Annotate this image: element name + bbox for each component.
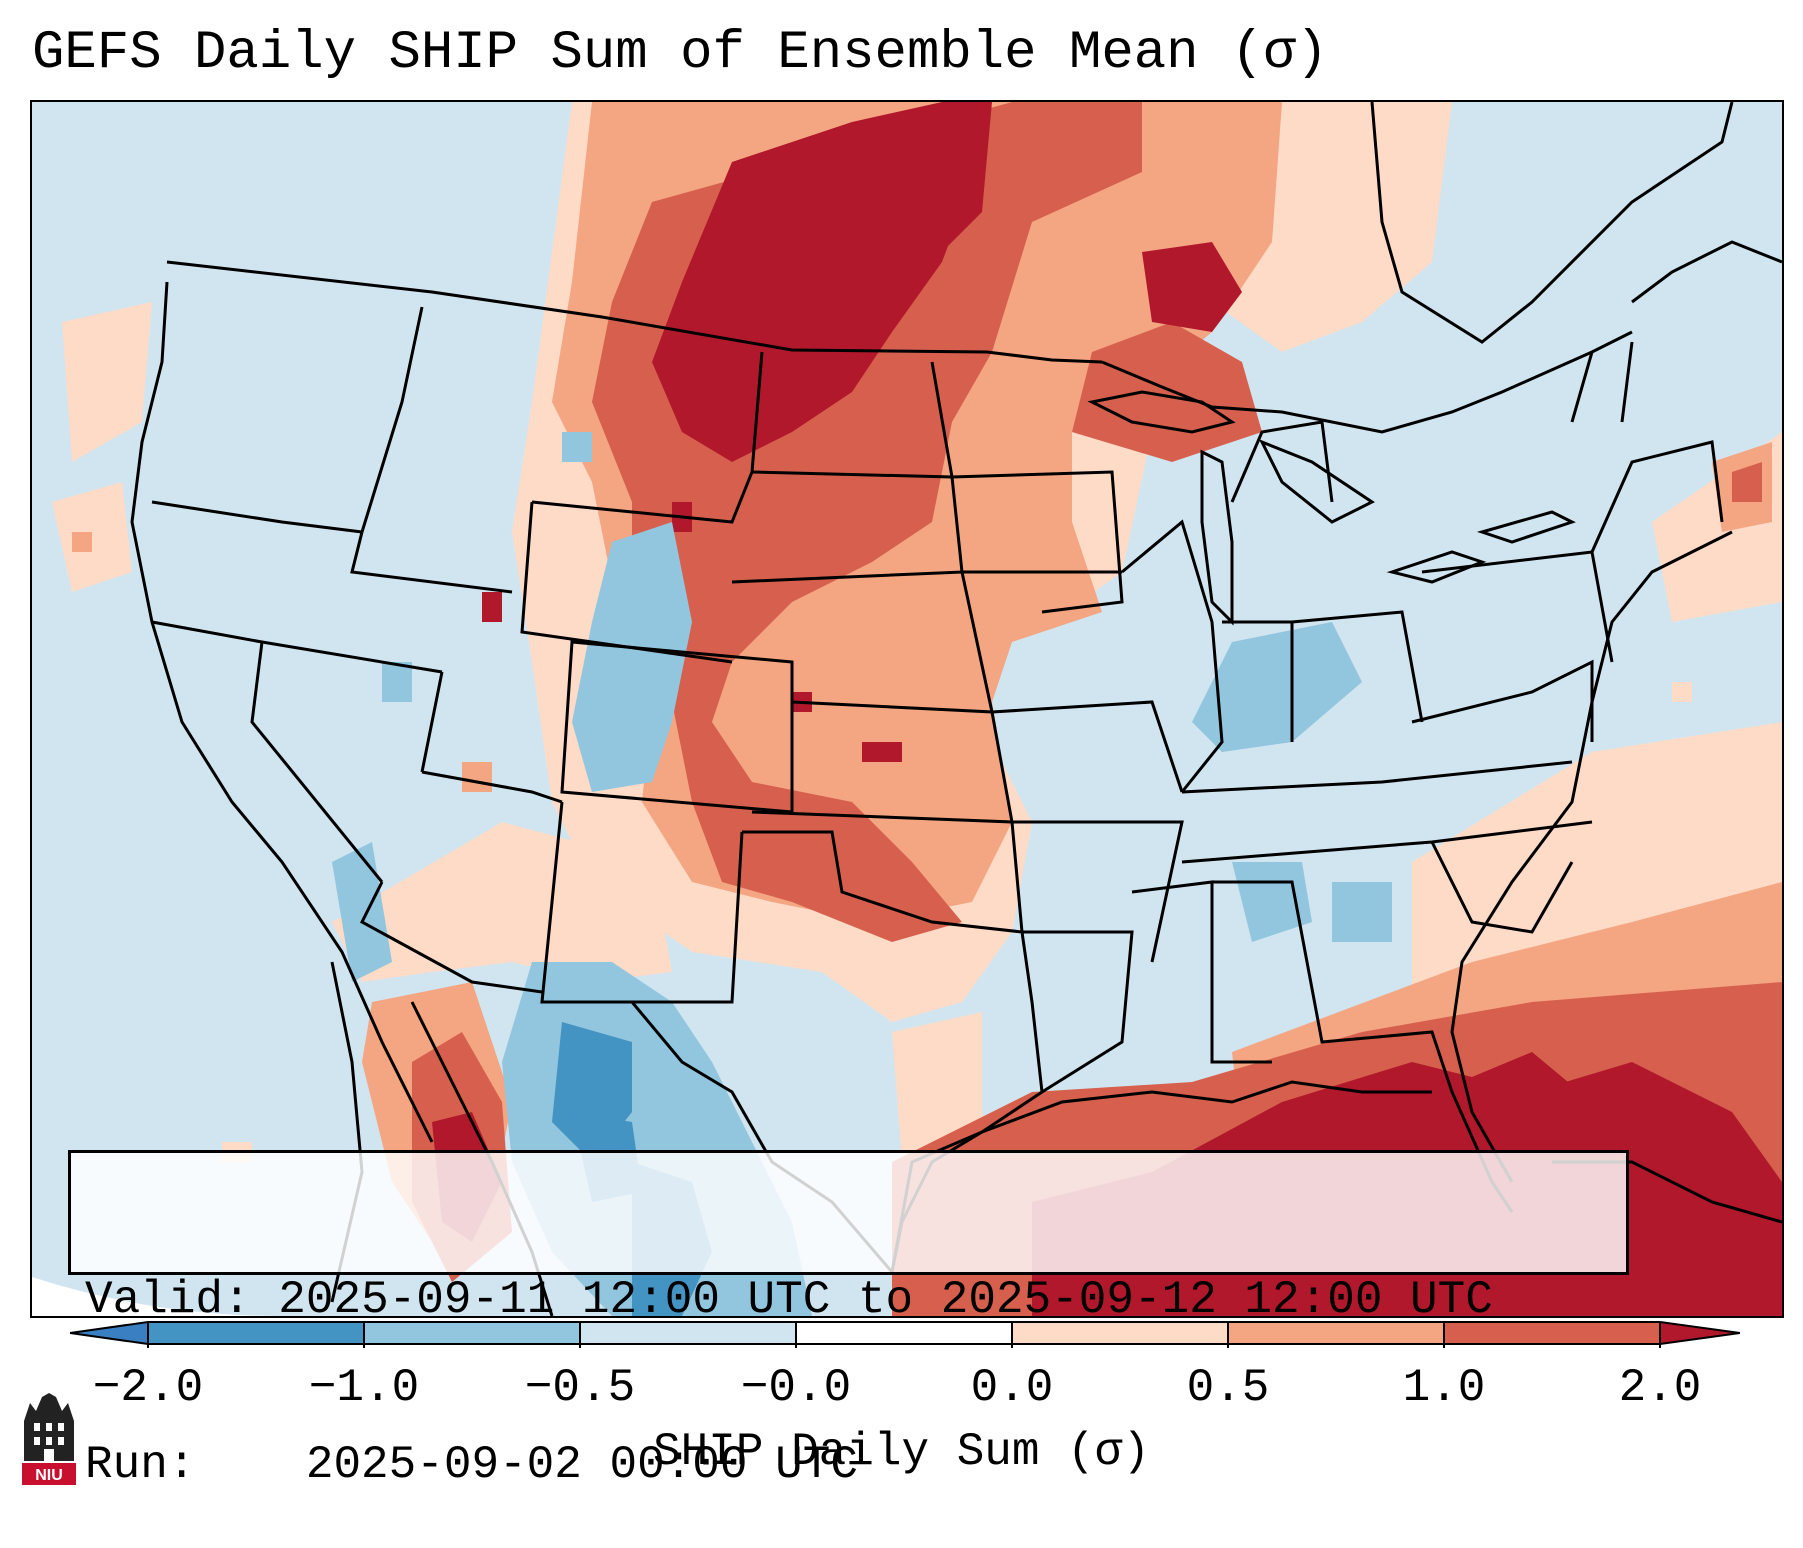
colorbar-bin (1228, 1322, 1444, 1344)
niu-logo-banner (22, 1463, 76, 1485)
colorbar-bin (796, 1322, 1012, 1344)
colorbar-bin (1444, 1322, 1660, 1344)
colorbar-tick-label: 0.5 (1186, 1362, 1270, 1414)
colorbar-tick-label: 0.0 (970, 1362, 1054, 1414)
valid-value: 2025-09-11 12:00 UTC to 2025-09-12 12:00… (278, 1274, 1493, 1326)
colorbar-label: SHIP Daily Sum (σ) (653, 1426, 1150, 1478)
colorbar (70, 1321, 1740, 1348)
ship-field-map (32, 102, 1782, 1316)
valid-row: Valid: 2025-09-11 12:00 UTC to 2025-09-1… (85, 1273, 1612, 1328)
colorbar-bin (148, 1322, 364, 1344)
colorbar-bin (1012, 1322, 1228, 1344)
niu-logo: NIU (22, 1393, 76, 1485)
projection-edge (32, 1277, 282, 1316)
map-title: GEFS Daily SHIP Sum of Ensemble Mean (σ) (32, 23, 1329, 84)
colorbar-tick-label: −0.0 (740, 1362, 852, 1414)
boundary-lines (130, 102, 1782, 1316)
valid-run-info-box: Valid: 2025-09-11 12:00 UTC to 2025-09-1… (68, 1150, 1629, 1491)
colorbar-ticks (147, 1322, 1661, 1348)
valid-label: Valid: (85, 1274, 251, 1326)
colorbar-bin (364, 1322, 580, 1344)
colorbar-tick-label: 1.0 (1402, 1362, 1486, 1414)
colorbar-bin (580, 1322, 796, 1344)
map-panel (30, 100, 1784, 1318)
colorbar-extend-high (1660, 1322, 1740, 1344)
run-label: Run: (85, 1439, 196, 1491)
run-value: 2025-09-02 00:00 UTC (305, 1439, 858, 1491)
run-row: Run: 2025-09-02 00:00 UTC (85, 1438, 1612, 1493)
colorbar-tick-label: −2.0 (92, 1362, 204, 1414)
colorbar-tick-label: −0.5 (524, 1362, 636, 1414)
colorbar-tick-label: −1.0 (308, 1362, 420, 1414)
colorbar-tick-label: 2.0 (1618, 1362, 1702, 1414)
niu-logo-text: NIU (35, 1467, 63, 1484)
colorbar-extend-low (70, 1322, 148, 1344)
